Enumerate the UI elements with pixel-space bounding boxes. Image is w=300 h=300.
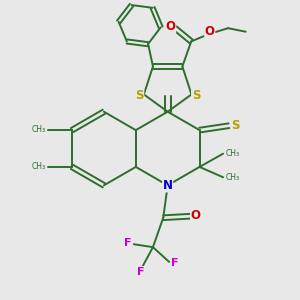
Text: S: S	[135, 89, 144, 102]
Text: CH₃: CH₃	[226, 173, 240, 182]
Text: F: F	[171, 258, 178, 268]
Text: N: N	[163, 179, 173, 192]
Text: CH₃: CH₃	[32, 125, 46, 134]
Text: O: O	[190, 209, 201, 222]
Text: O: O	[166, 20, 176, 33]
Text: F: F	[137, 267, 145, 277]
Text: CH₃: CH₃	[32, 162, 46, 171]
Text: F: F	[124, 238, 132, 248]
Text: S: S	[192, 89, 200, 102]
Text: O: O	[205, 25, 215, 38]
Text: CH₃: CH₃	[226, 148, 240, 158]
Text: S: S	[231, 119, 240, 132]
